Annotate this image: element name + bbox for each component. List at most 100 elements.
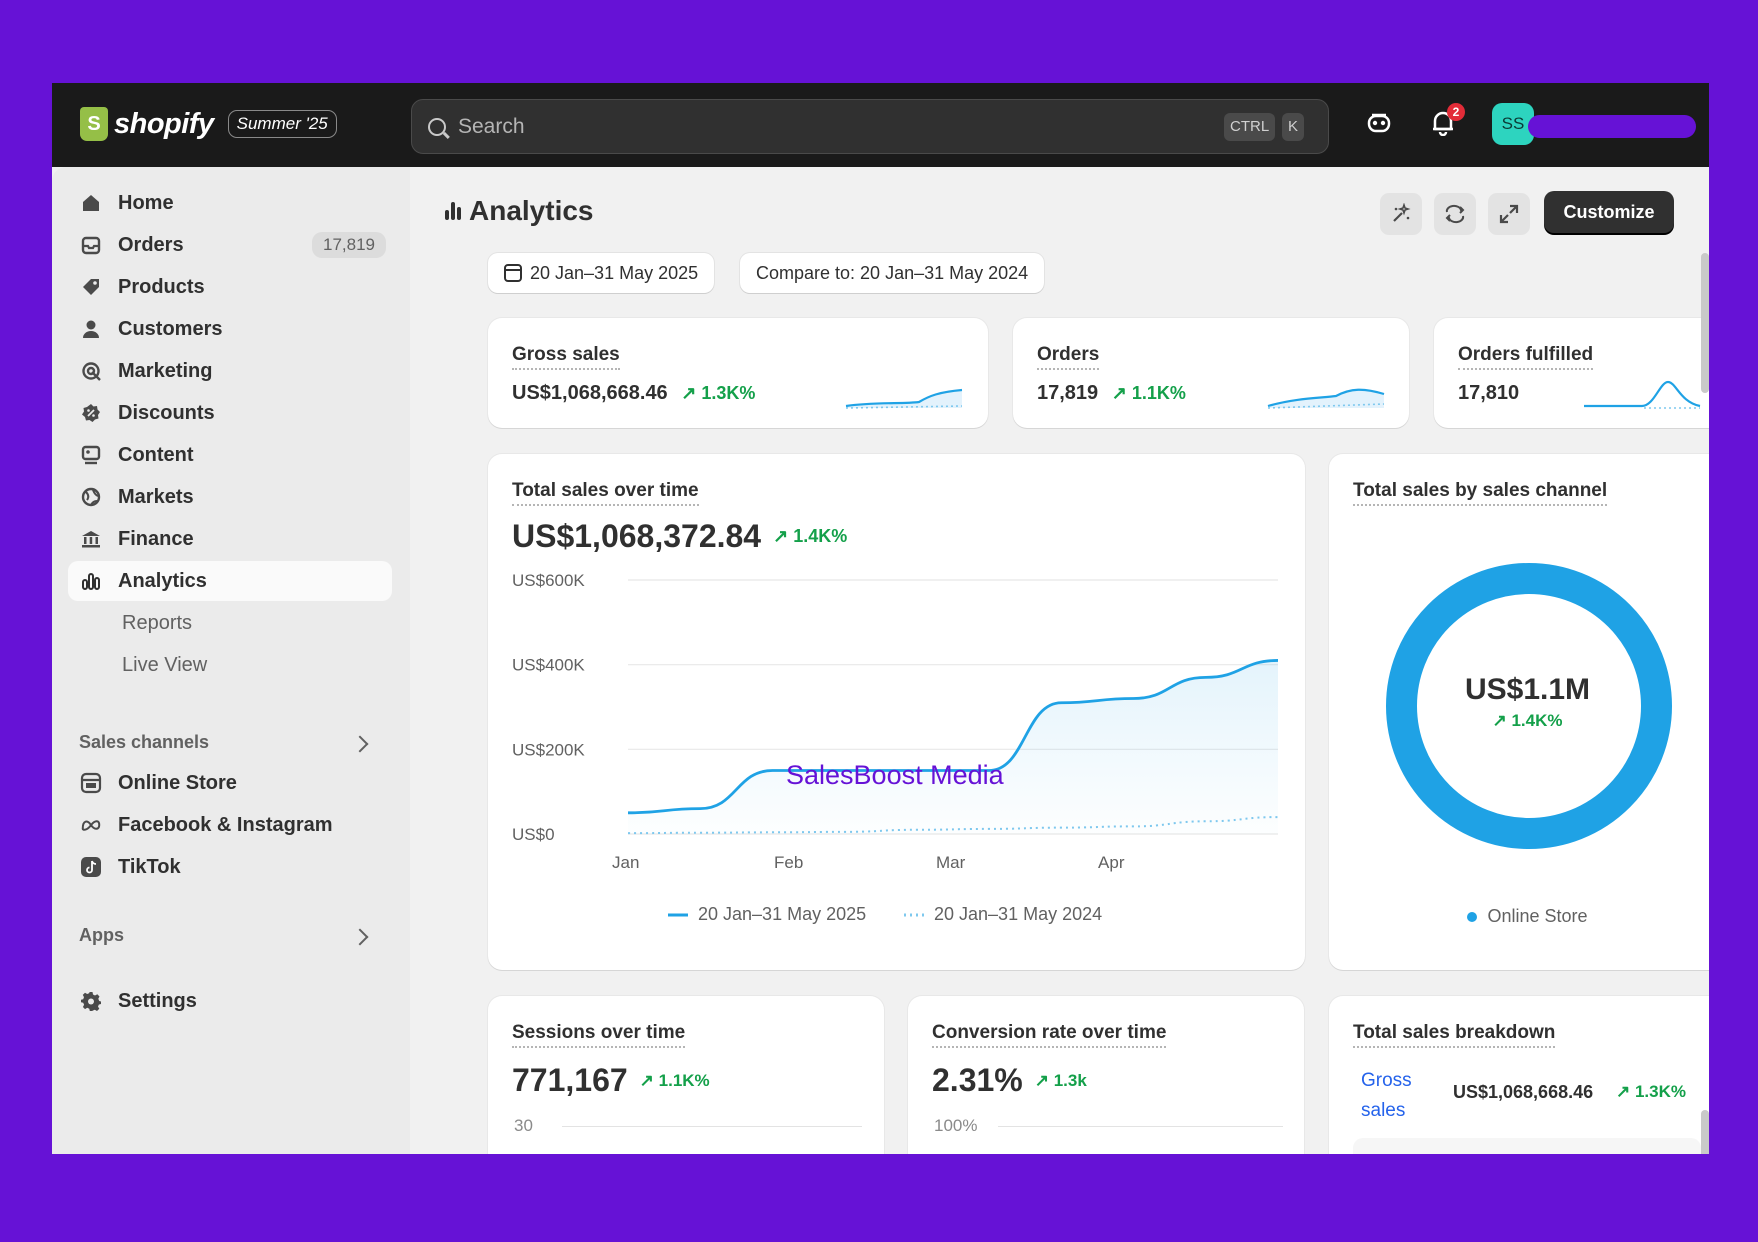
donut-center-value: US$1.1M [1464, 673, 1591, 706]
edition-badge: Summer '25 [227, 110, 337, 138]
sidebar-item-label: Live View [122, 653, 208, 676]
sidebar-item-live-view[interactable]: Live View [68, 645, 392, 685]
card-title: Gross sales [512, 344, 620, 370]
tag-icon [80, 276, 102, 298]
main-content: Analytics Customize 20 Jan–31 May 2025 C… [410, 167, 1709, 1154]
series-area-fill [628, 660, 1278, 834]
sidebar-item-discounts[interactable]: Discounts [68, 393, 392, 433]
sidebar-item-home[interactable]: Home [68, 183, 392, 223]
notifications-bell-icon[interactable]: 2 [1427, 103, 1465, 139]
date-range-label: 20 Jan–31 May 2025 [530, 262, 699, 283]
redacted-store-name[interactable] [1528, 115, 1696, 138]
axis-tick-label: 100% [934, 1116, 978, 1135]
sidebar-item-tiktok[interactable]: TikTok [68, 847, 392, 887]
delta-value: 1.3K% [701, 383, 756, 403]
sidebar-item-online-store[interactable]: Online Store [68, 763, 392, 803]
y-tick-label: US$0 [512, 825, 555, 844]
trend-up-delta: ↗ 1.3K% [1616, 1082, 1686, 1101]
sidebar-item-marketing[interactable]: Marketing [68, 351, 392, 391]
series-line-1 [627, 659, 1279, 815]
orders-sparkline [1267, 388, 1385, 409]
sessions-headline: 771,167 ↗ 1.1K% [512, 1062, 710, 1099]
sidebar-item-label: Online Store [118, 771, 237, 794]
sidebar-item-products[interactable]: Products [68, 267, 392, 307]
sidebar-item-label: Orders [118, 233, 184, 256]
compare-range-picker[interactable]: Compare to: 20 Jan–31 May 2024 [740, 253, 1045, 293]
trend-up-delta: ↗ 1.3k [1034, 1070, 1087, 1090]
person-icon [80, 318, 102, 340]
y-tick-label: US$400K [512, 656, 585, 675]
sales-channel-card[interactable]: Total sales by sales channel US$1.1M ↗ 1… [1329, 454, 1709, 970]
apps-heading[interactable]: Apps [79, 925, 124, 945]
customize-button[interactable]: Customize [1544, 191, 1674, 233]
total-sales-card[interactable]: Total sales over time US$1,068,372.84 ↗ … [488, 454, 1305, 970]
sidebar-item-facebook-instagram[interactable]: Facebook & Instagram [68, 805, 392, 845]
orders-card[interactable]: Orders 17,819 ↗ 1.1K% [1013, 318, 1409, 428]
card-title: Orders [1037, 344, 1100, 370]
fullscreen-button[interactable] [1488, 193, 1530, 235]
sidebar-item-label: Products [118, 275, 205, 298]
gross-sales-link[interactable]: Gross sales [1361, 1070, 1412, 1121]
delta-value: 1.3k [1053, 1070, 1087, 1090]
delta-value: 1.4K% [1511, 711, 1563, 730]
orders-fulfilled-card[interactable]: Orders fulfilled 17,810 [1434, 318, 1709, 428]
sidebar-item-customers[interactable]: Customers [68, 309, 392, 349]
breakdown-value: US$1,068,668.46 [1453, 1082, 1594, 1102]
orders-icon [80, 234, 102, 256]
sidebar-item-analytics[interactable]: Analytics [68, 561, 392, 601]
x-tick-label: Mar [936, 853, 966, 872]
date-range-picker[interactable]: 20 Jan–31 May 2025 [488, 253, 715, 293]
scrollbar-thumb[interactable] [1701, 253, 1709, 393]
trend-up-delta: ↗ 1.1K% [639, 1070, 710, 1090]
page-title-text: Analytics [469, 195, 594, 226]
x-tick-label: Apr [1098, 853, 1125, 872]
sales-breakdown-card[interactable]: Total sales breakdown Gross sales US$1,0… [1329, 996, 1709, 1154]
donut-slice[interactable] [1386, 563, 1672, 849]
card-title: Total sales by sales channel [1353, 480, 1608, 506]
legend-dot [1467, 912, 1478, 922]
sidebar-item-label: Reports [122, 611, 193, 634]
sidebar-item-label: TikTok [118, 855, 181, 878]
sparkle-edit-button[interactable] [1380, 193, 1422, 235]
sidebar-item-label: Home [118, 191, 174, 214]
tiktok-icon [80, 856, 102, 878]
legend-label: 20 Jan–31 May 2024 [934, 904, 1102, 924]
card-title: Total sales over time [512, 480, 699, 506]
chevron-right-icon[interactable] [351, 928, 369, 946]
legend-label: Online Store [1487, 906, 1588, 926]
sidebar-item-content[interactable]: Content [68, 435, 392, 475]
trend-up-delta: ↗ 1.4K% [1492, 711, 1563, 730]
sidebar-item-finance[interactable]: Finance [68, 519, 392, 559]
search-input[interactable] [458, 114, 1178, 139]
conversion-rate-card[interactable]: Conversion rate over time 2.31% ↗ 1.3k 1… [908, 996, 1304, 1154]
sidebar-item-orders[interactable]: Orders 17,819 [68, 225, 392, 265]
brand-name: shopify [114, 107, 214, 140]
chevron-right-icon[interactable] [351, 735, 369, 753]
sidebar-item-settings[interactable]: Settings [68, 981, 392, 1021]
donut-legend: Online Store [1329, 906, 1709, 927]
sales-channels-heading[interactable]: Sales channels [79, 732, 210, 752]
shopify-logo[interactable]: shopify Summer '25 [80, 107, 337, 141]
magic-wand-icon [1393, 203, 1411, 222]
card-title: Orders fulfilled [1458, 344, 1594, 370]
refresh-arrows-icon [1445, 204, 1465, 224]
bank-icon [80, 528, 102, 550]
refresh-button[interactable] [1434, 193, 1476, 235]
shopify-bag-icon [80, 107, 108, 141]
avatar[interactable]: SS [1492, 103, 1534, 145]
y-tick-label: US$200K [512, 740, 585, 759]
sidekick-icon[interactable] [1363, 107, 1395, 139]
sessions-card[interactable]: Sessions over time 771,167 ↗ 1.1K% 30 [488, 996, 884, 1154]
gross-sales-value: US$1,068,668.46 [512, 382, 668, 404]
sidebar-item-label: Customers [118, 317, 223, 340]
ctrl-key-hint: CTRL [1224, 113, 1276, 141]
sidebar-item-label: Facebook & Instagram [118, 813, 333, 836]
scrollbar-track-lower[interactable] [1701, 1110, 1709, 1154]
search-bar[interactable]: CTRL K [411, 99, 1329, 154]
sidebar-item-markets[interactable]: Markets [68, 477, 392, 517]
gross-sales-card[interactable]: Gross sales US$1,068,668.46 ↗ 1.3K% [488, 318, 988, 428]
card-title: Conversion rate over time [932, 1022, 1167, 1048]
gridline [562, 1126, 862, 1127]
sidebar-item-reports[interactable]: Reports [68, 603, 392, 643]
k-key-hint: K [1282, 113, 1305, 141]
